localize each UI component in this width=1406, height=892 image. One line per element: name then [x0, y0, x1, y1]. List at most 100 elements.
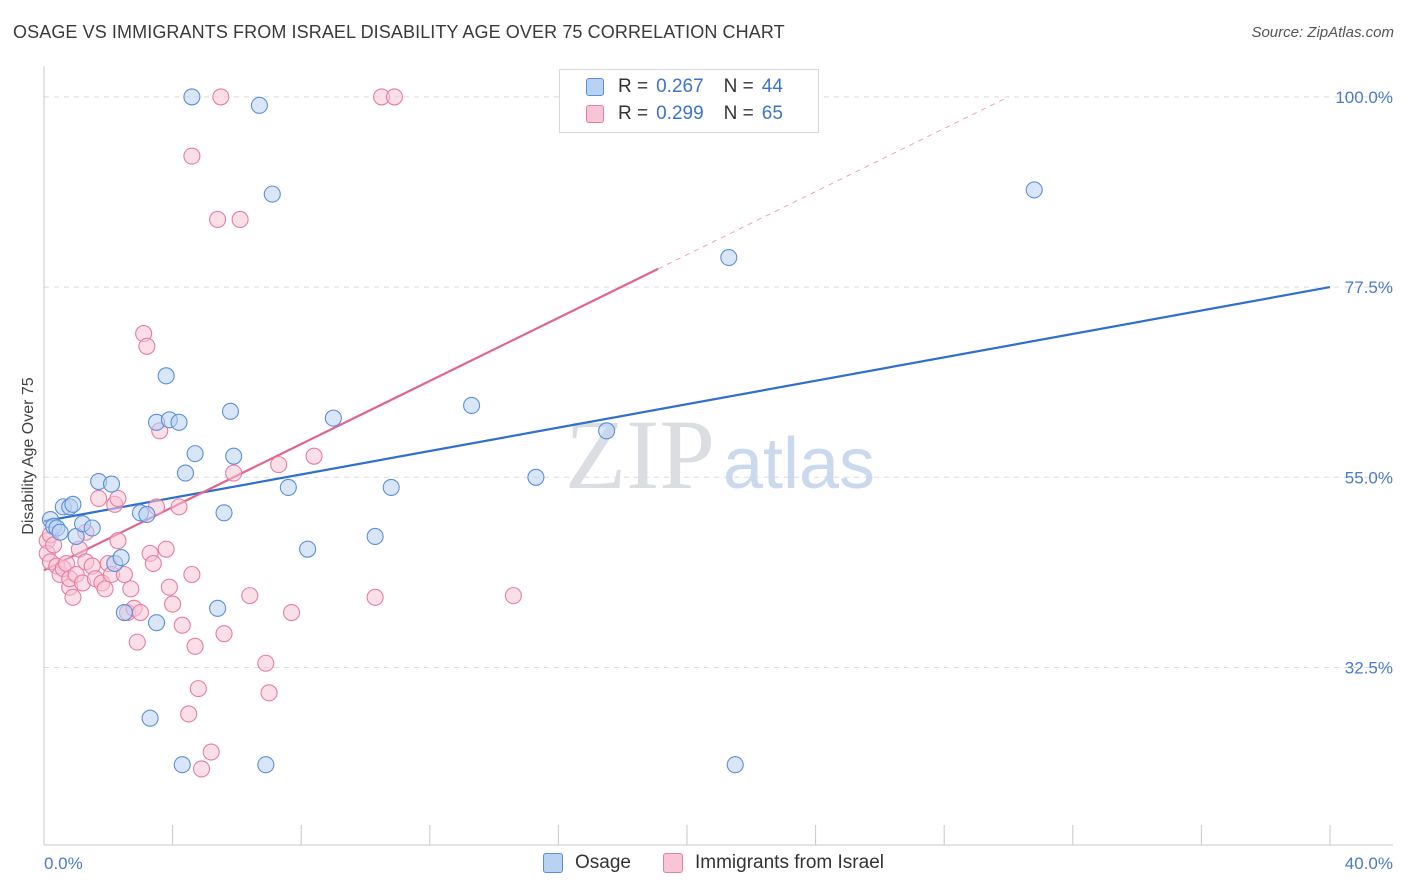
- israel-point: [170, 498, 188, 516]
- israel-point: [64, 588, 82, 606]
- israel-point: [504, 587, 522, 605]
- osage-point: [141, 709, 159, 727]
- osage-point: [225, 447, 243, 465]
- chart-title: OSAGE VS IMMIGRANTS FROM ISRAEL DISABILI…: [13, 22, 785, 42]
- y-axis-label: Disability Age Over 75: [20, 377, 37, 535]
- osage-swatch: [586, 78, 604, 96]
- osage-legend-swatch: [543, 853, 563, 873]
- x-tick-label-max: 40.0%: [1345, 854, 1393, 873]
- watermark-atlas: atlas: [723, 424, 875, 504]
- osage-point: [183, 88, 201, 106]
- legend-label-osage: Osage: [575, 852, 631, 873]
- legend-item-israel[interactable]: Immigrants from Israel: [663, 852, 884, 874]
- osage-point: [186, 445, 204, 463]
- osage-point: [173, 756, 191, 774]
- israel-point: [283, 603, 301, 622]
- watermark: ZIP atlas: [565, 399, 875, 510]
- osage-point: [366, 527, 384, 546]
- israel-point: [157, 540, 175, 558]
- legend-r-label: R =: [618, 103, 649, 124]
- osage-point: [51, 523, 69, 541]
- trend-line-solid: [43, 286, 1331, 523]
- y-tick-label: 77.5%: [1345, 278, 1393, 297]
- osage-point: [64, 495, 82, 513]
- legend-n-value: 44: [761, 76, 783, 97]
- legend-n-label: N =: [723, 103, 754, 124]
- osage-point: [598, 422, 616, 440]
- israel-point: [225, 464, 243, 482]
- israel-point: [260, 684, 278, 702]
- osage-point: [726, 756, 744, 774]
- osage-point: [209, 599, 227, 617]
- osage-point: [138, 505, 156, 524]
- y-tick-labels: 32.5% 55.0% 77.5% 100.0%: [1335, 88, 1393, 678]
- osage-point: [263, 185, 281, 203]
- israel-point: [109, 532, 127, 550]
- legend-r-value: 0.267: [656, 76, 704, 97]
- osage-point: [221, 402, 240, 420]
- israel-swatch: [586, 105, 604, 123]
- y-tick-label: 32.5%: [1345, 658, 1393, 677]
- israel-point: [192, 760, 211, 778]
- osage-point: [102, 475, 121, 493]
- osage-point: [250, 96, 268, 114]
- israel-point: [115, 565, 133, 584]
- legend-row-osage: R = 0.267 N = 44: [586, 74, 783, 100]
- legend-label-israel: Immigrants from Israel: [695, 852, 884, 873]
- legend-n-label: N =: [723, 76, 754, 97]
- osage-point: [115, 603, 133, 622]
- osage-point: [176, 464, 195, 482]
- series-legend: Osage Immigrants from Israel: [0, 852, 1406, 878]
- osage-point: [527, 468, 545, 486]
- israel-point: [96, 580, 114, 598]
- israel-point: [109, 489, 127, 507]
- israel-point: [212, 88, 230, 106]
- israel-point: [173, 616, 191, 634]
- israel-point: [160, 578, 178, 596]
- correlation-legend: R = 0.267 N = 44 R = 0.299 N = 65: [559, 69, 819, 133]
- israel-point: [138, 337, 156, 355]
- israel-legend-swatch: [663, 853, 683, 873]
- israel-point: [202, 743, 220, 761]
- israel-point: [257, 654, 275, 672]
- data-points: [38, 88, 1043, 778]
- israel-point: [189, 680, 207, 698]
- legend-r-value: 0.299: [656, 103, 704, 124]
- israel-point: [366, 588, 384, 606]
- legend-n-value: 65: [761, 103, 783, 124]
- israel-point: [385, 88, 403, 106]
- y-tick-label: 100.0%: [1335, 88, 1393, 107]
- israel-point: [209, 210, 227, 229]
- legend-row-israel: R = 0.299 N = 65: [586, 101, 783, 127]
- israel-point: [186, 637, 204, 655]
- osage-point: [157, 367, 175, 385]
- israel-point: [144, 554, 162, 573]
- x-tick-label-min: 0.0%: [44, 854, 83, 873]
- osage-point: [279, 478, 297, 496]
- israel-point: [241, 587, 259, 605]
- grid-lines: [44, 96, 1393, 668]
- osage-point: [382, 478, 400, 496]
- osage-point: [83, 519, 101, 537]
- legend-item-osage[interactable]: Osage: [543, 852, 631, 874]
- source-label: Source: ZipAtlas.com: [1251, 24, 1394, 41]
- israel-point: [164, 595, 182, 613]
- osage-point: [324, 409, 342, 427]
- israel-point: [183, 147, 201, 165]
- osage-point: [463, 396, 481, 414]
- israel-point: [131, 603, 149, 622]
- osage-point: [257, 756, 275, 774]
- osage-point: [299, 540, 317, 558]
- israel-point: [180, 705, 198, 723]
- osage-point: [720, 248, 738, 267]
- osage-point: [215, 504, 233, 522]
- israel-point: [183, 565, 201, 584]
- israel-point: [90, 489, 108, 507]
- israel-point: [305, 447, 323, 465]
- israel-point: [128, 633, 146, 651]
- legend-r-label: R =: [618, 76, 649, 97]
- israel-point: [215, 625, 233, 643]
- osage-point: [112, 549, 130, 567]
- osage-point: [170, 413, 188, 431]
- watermark-zip: ZIP: [565, 399, 715, 510]
